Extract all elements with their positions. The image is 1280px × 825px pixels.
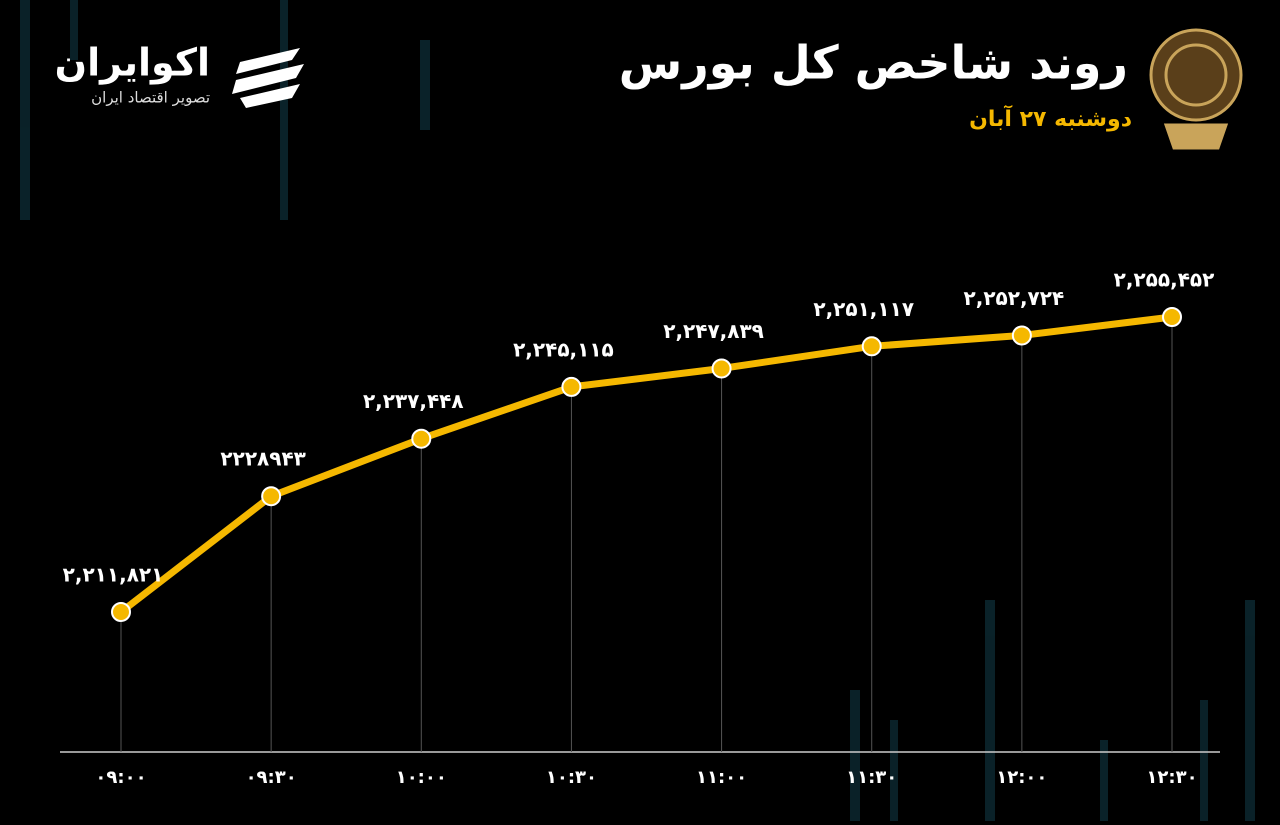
data-point [411,428,432,449]
brand-name: اکوایران [55,41,210,85]
data-point [111,602,131,622]
data-label: ۲۲۲۸۹۴۳ [220,447,305,471]
brand-tagline: تصویر اقتصاد ایران [91,89,210,107]
data-point [861,336,882,357]
data-point [1162,307,1182,327]
data-label: ۲,۲۴۵,۱۱۵ [513,337,614,361]
data-label: ۲,۲۳۷,۴۴۸ [363,389,464,413]
decor-bars [20,0,1255,821]
emblem [1149,28,1243,150]
chart-subtitle: دوشنبه ۲۷ آبان [969,104,1132,132]
brand-logo [232,48,304,108]
data-label: ۲,۲۱۱,۸۲۱ [63,563,164,587]
x-tick-label: ۰۹:۰۰ [95,767,146,788]
chart-title: روند شاخص کل بورس [619,36,1128,90]
x-tick-label: ۱۰:۰۰ [396,767,447,788]
x-tick-label: ۱۱:۳۰ [846,767,897,788]
x-tick-label: ۱۰:۳۰ [546,767,597,788]
data-label: ۲,۲۵۵,۴۵۲ [1114,268,1215,292]
data-label: ۲,۲۴۷,۸۳۹ [663,319,764,343]
series-line [118,313,1173,615]
data-point [261,486,282,507]
x-tick-label: ۱۲:۰۰ [996,767,1047,788]
data-point [561,376,582,397]
x-tick-label: ۰۹:۳۰ [246,767,297,788]
data-label: ۲,۲۵۱,۱۱۷ [813,297,914,321]
data-point [711,358,732,379]
x-tick-label: ۱۲:۳۰ [1146,767,1197,788]
data-point [1011,325,1032,346]
data-label: ۲,۲۵۲,۷۲۴ [964,286,1065,310]
x-tick-label: ۱۱:۰۰ [696,767,747,788]
